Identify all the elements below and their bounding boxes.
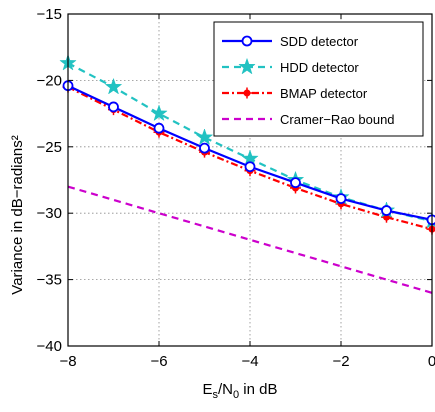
data-point <box>244 161 256 173</box>
x-tick-label: −2 <box>332 353 349 370</box>
legend-item-bmap-detector: BMAP detector <box>222 86 368 101</box>
x-tick-label: −4 <box>241 353 258 370</box>
legend-label: SDD detector <box>280 34 359 49</box>
series-cramer-rao-bound <box>67 185 433 294</box>
x-axis-label-sub2: 0 <box>233 389 239 401</box>
legend-label: HDD detector <box>280 60 359 75</box>
x-axis-label-tail: in dB <box>239 381 277 398</box>
x-tick-label: −6 <box>150 353 167 370</box>
legend-marker <box>238 57 256 75</box>
axis-ticks: −8 −6 −4 −2 0−40−35−30−25−20−15 <box>37 6 435 370</box>
y-tick-label: −15 <box>37 6 62 23</box>
legend-marker <box>241 35 253 47</box>
data-point <box>290 177 301 189</box>
legend-label: Cramer−Rao bound <box>280 112 395 127</box>
y-tick-label: −25 <box>37 139 62 156</box>
data-point <box>381 205 392 216</box>
legend-item-cramer-rao-bound: Cramer−Rao bound <box>222 112 395 127</box>
y-tick-label: −30 <box>37 205 62 222</box>
data-point <box>199 142 210 154</box>
data-point <box>195 128 214 145</box>
legend-label: BMAP detector <box>280 86 368 101</box>
data-point <box>104 77 123 95</box>
legend-item-hdd-detector: HDD detector <box>222 57 359 75</box>
x-axis-label-mid: /N <box>218 381 233 398</box>
data-point <box>153 122 165 134</box>
data-point <box>426 214 435 226</box>
y-axis-label: Variance in dB−radians² <box>9 135 26 294</box>
legend: SDD detector HDD detector BMAP detector Cra… <box>213 21 424 137</box>
series-sdd-detector <box>62 80 435 226</box>
x-axis-label-sub1: s <box>213 389 219 401</box>
y-tick-label: −40 <box>37 338 62 355</box>
x-tick-label: −8 <box>59 353 76 370</box>
x-tick-label: 0 <box>428 353 435 370</box>
data-point <box>108 101 119 113</box>
x-axis-label: Es/N0 in dB <box>203 381 278 401</box>
data-point <box>150 104 168 122</box>
series-line-cramer-rao-bound <box>67 185 433 294</box>
legend-item-sdd-detector: SDD detector <box>222 34 359 49</box>
data-point <box>335 193 347 204</box>
y-tick-label: −35 <box>37 272 62 289</box>
grid <box>68 14 432 346</box>
y-tick-label: −20 <box>37 72 62 89</box>
plot-area <box>59 53 435 294</box>
x-axis-label-main: E <box>203 381 213 398</box>
